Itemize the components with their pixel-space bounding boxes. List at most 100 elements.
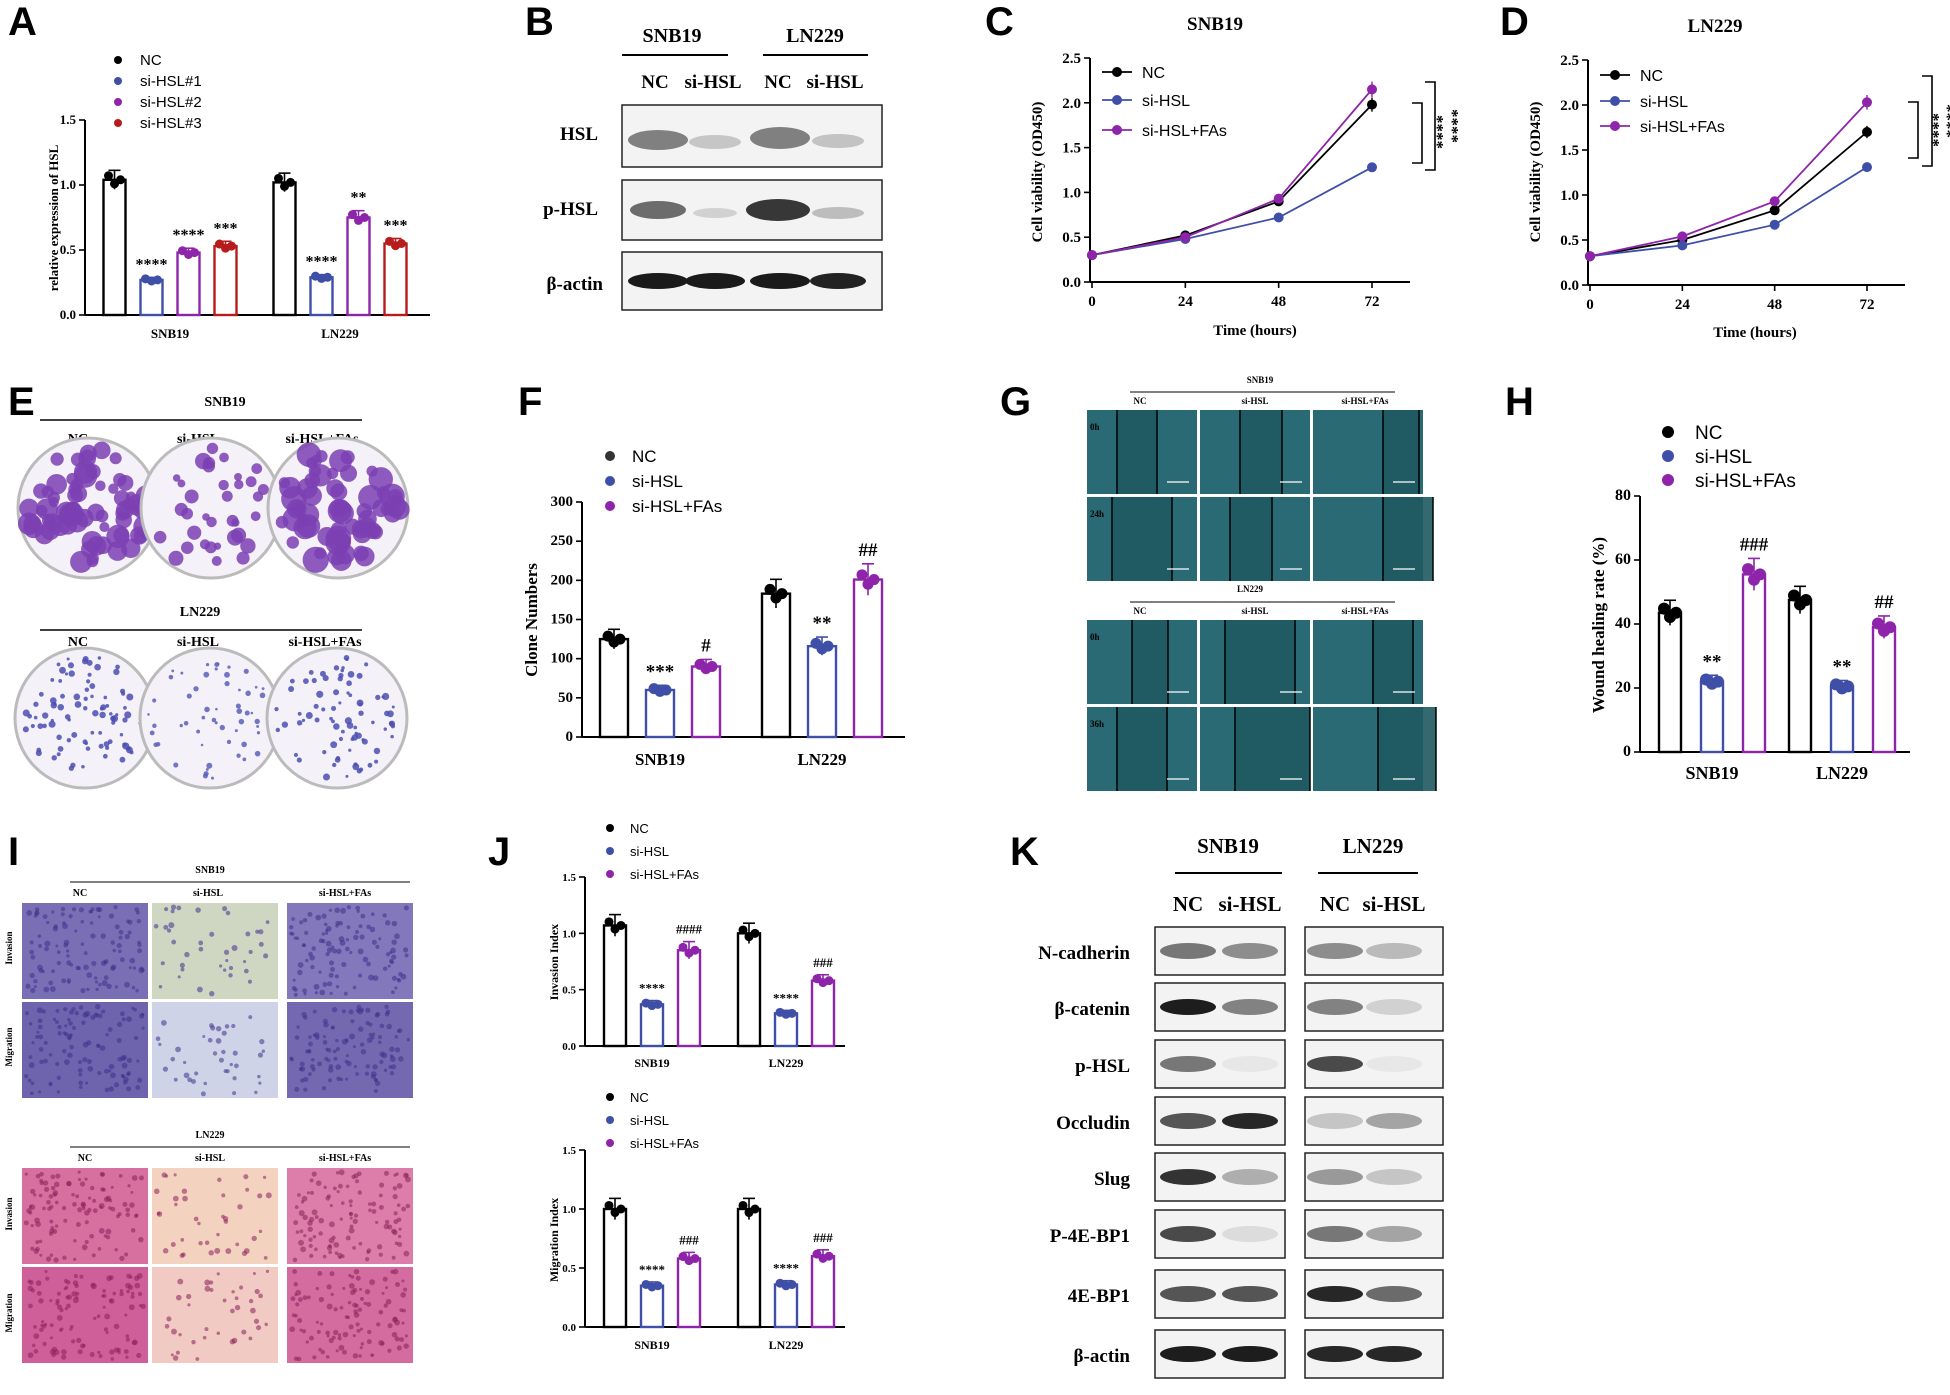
cell-dot [44,940,51,947]
cell-dot [198,1241,203,1246]
data-point [1367,99,1377,110]
cell-dot [338,921,343,926]
cell-dot [332,948,338,954]
cell-dot [376,1244,383,1250]
cell-dot [48,1082,53,1087]
wound-gap [1230,497,1272,581]
cell-dot [26,909,33,916]
cell-dot [43,1186,50,1193]
colony [250,511,261,522]
colony [383,727,388,731]
text-label: 2.0 [1560,98,1579,114]
cell-dot [400,1292,406,1298]
bar-si-hsl-fas [690,665,722,739]
colony [309,464,332,487]
svg-text:si-HSL+FAs: si-HSL+FAs [1342,606,1389,616]
cell-dot [310,1190,314,1195]
text-label: 1.5 [562,872,576,884]
cell-dot [265,1269,270,1273]
cell-dot [353,1309,359,1314]
blot-box [1304,1096,1444,1146]
cell-dot [204,1240,210,1245]
data-point [1273,212,1284,223]
wound-gap [1373,620,1413,704]
cell-dot [112,948,117,953]
colony [368,526,381,538]
colony [68,670,75,677]
colony [42,723,47,729]
text-label: 0.0 [60,307,76,322]
colony [390,724,396,729]
cell-dot [392,1186,398,1191]
colony [103,695,108,700]
cell-dot [371,1201,377,1207]
svg-text:si-HSL: si-HSL [195,1153,225,1164]
cell-dot [357,973,363,978]
cell-dot [78,1060,82,1065]
colony [240,538,256,554]
cell-dot [378,1204,384,1210]
cell-dot [302,988,307,994]
colony [234,479,244,490]
panel-k-cell-ln229: LN229 [1343,834,1404,858]
cell-dot [208,1250,214,1256]
cell-dot [110,965,116,971]
cell-dot [105,1330,109,1335]
cell-dot [222,968,227,972]
panel-f-ylabel: Clone Numbers [522,563,541,677]
colony [19,498,39,519]
cell-dot [308,951,313,957]
cell-dot [130,1294,135,1299]
cell-dot [52,1192,57,1197]
data-point [816,643,828,655]
data-point [1700,673,1712,686]
cell-dot [319,989,326,996]
colony [68,482,82,496]
colony [314,547,327,560]
cell-dot [183,1072,190,1079]
cell-dot [121,1062,128,1069]
colony [302,546,329,573]
cell-dot [329,991,333,996]
cell-dot [30,1188,36,1195]
cell-dot [359,934,365,940]
colony [82,658,89,665]
colony [234,472,242,481]
colony [330,550,352,571]
cell-dot [63,1059,70,1065]
colony [214,721,218,725]
svg-text:si-HSL+FAs: si-HSL+FAs [630,1136,699,1151]
colony [359,767,364,772]
cell-dot [394,933,400,940]
band [1366,943,1422,959]
cell-dot [392,1268,399,1275]
text-label: 0 [566,729,574,745]
colony [332,762,337,768]
bar-si-hsl-fas [810,1254,836,1329]
colony [296,514,321,538]
colony [130,526,149,545]
colony [218,479,229,491]
data-point [610,1208,620,1218]
cell-dot [377,1035,383,1040]
colony [57,703,65,711]
cell-dot [391,1255,396,1260]
cell-dot [328,1237,335,1244]
cell-dot [103,1234,108,1238]
colony [353,762,358,767]
cell-dot [258,1081,262,1085]
cell-dot [74,929,78,933]
colony [168,550,184,566]
cell-dot [308,1237,313,1242]
cell-dot [78,1080,83,1086]
cell-dot [65,1280,71,1285]
colony [126,693,134,701]
cell-dot [63,942,69,948]
cell-dot [257,1074,261,1079]
cell-dot [317,1271,323,1276]
cell-dot [166,1316,172,1322]
cell-dot [28,1280,34,1285]
cell-dot [72,1025,76,1030]
cell-dot [170,1353,174,1357]
colony [353,545,369,562]
